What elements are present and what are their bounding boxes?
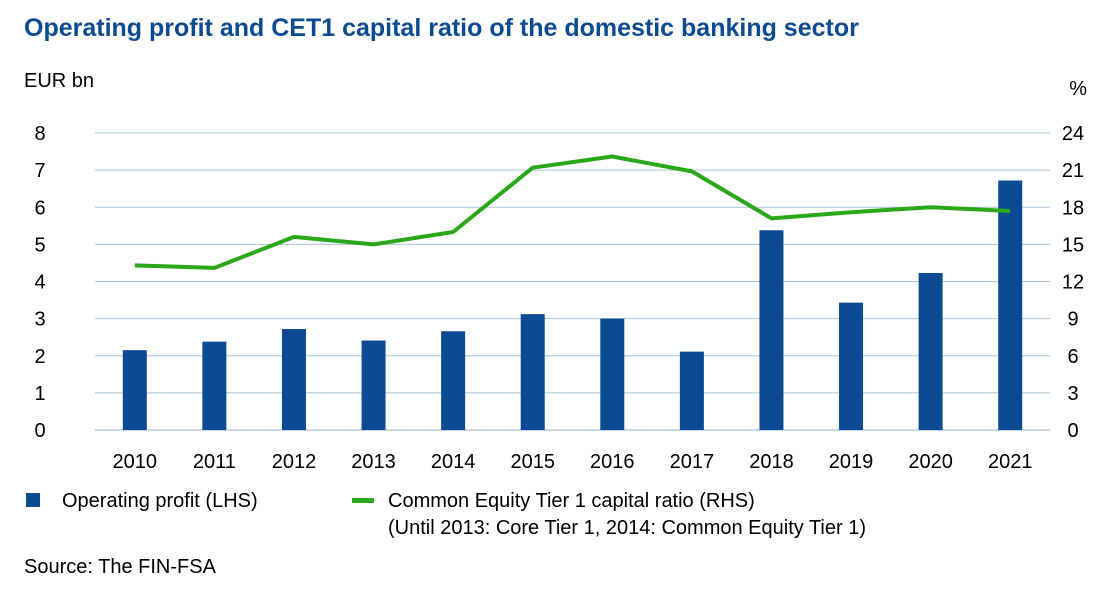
right-tick-label: 3 xyxy=(1067,383,1078,405)
line-series xyxy=(134,154,1011,270)
right-tick-label: 18 xyxy=(1062,197,1084,219)
x-tick-label: 2018 xyxy=(749,451,794,473)
bar xyxy=(839,302,864,430)
bar xyxy=(918,272,943,430)
left-tick-label: 8 xyxy=(34,123,45,145)
series-line xyxy=(134,154,1011,270)
left-tick-label: 1 xyxy=(34,383,45,405)
x-tick-label: 2013 xyxy=(351,451,396,473)
legend-item-operating-profit: Operating profit (LHS) xyxy=(26,488,258,515)
x-tick-label: 2020 xyxy=(908,451,953,473)
left-axis-unit: EUR bn xyxy=(24,70,95,92)
bar xyxy=(361,340,386,430)
x-tick-label: 2010 xyxy=(113,451,158,473)
x-tick-label: 2019 xyxy=(829,451,874,473)
chart-title: Operating profit and CET1 capital ratio … xyxy=(24,14,859,42)
bar xyxy=(600,318,625,430)
left-tick-label: 2 xyxy=(34,346,45,368)
right-tick-label: 0 xyxy=(1067,420,1078,442)
legend-label-cet1-ratio: Common Equity Tier 1 capital ratio (RHS) xyxy=(388,490,755,512)
x-tick-label: 2011 xyxy=(193,451,236,473)
x-axis-ticks: 2010 2011 2012 2013 2014 2015 2016 2017 2018 2019… xyxy=(113,451,1033,473)
bar-series xyxy=(122,180,1023,430)
left-tick-label: 5 xyxy=(34,234,45,256)
left-tick-label: 6 xyxy=(34,197,45,219)
legend-line-swatch xyxy=(352,498,374,503)
bar xyxy=(998,180,1023,430)
right-axis-unit: % xyxy=(1069,78,1087,100)
bar xyxy=(759,230,784,430)
x-tick-label: 2021 xyxy=(988,451,1033,473)
bar xyxy=(122,350,147,430)
legend-label-cet1-note: (Until 2013: Core Tier 1, 2014: Common E… xyxy=(388,517,866,539)
right-tick-label: 15 xyxy=(1062,234,1084,256)
right-axis-ticks: 0 3 6 9 12 15 18 21 24 xyxy=(1062,123,1084,442)
legend-bar-swatch xyxy=(26,493,40,507)
bar xyxy=(520,314,545,430)
gridlines xyxy=(95,132,1050,431)
right-tick-label: 9 xyxy=(1067,309,1078,331)
x-tick-label: 2017 xyxy=(670,451,715,473)
legend-item-cet1-ratio: Common Equity Tier 1 capital ratio (RHS)… xyxy=(352,488,866,542)
right-tick-label: 21 xyxy=(1062,160,1084,182)
left-tick-label: 3 xyxy=(34,309,45,331)
left-tick-label: 7 xyxy=(34,160,45,182)
left-axis-ticks: 0 1 2 3 4 5 6 7 8 xyxy=(34,123,45,442)
left-tick-label: 0 xyxy=(34,420,45,442)
right-tick-label: 6 xyxy=(1067,346,1078,368)
x-tick-label: 2012 xyxy=(272,451,317,473)
legend-label-operating-profit: Operating profit (LHS) xyxy=(62,490,258,512)
source-note: Source: The FIN-FSA xyxy=(24,556,216,578)
x-tick-label: 2015 xyxy=(510,451,555,473)
x-tick-label: 2016 xyxy=(590,451,635,473)
bar xyxy=(202,341,227,430)
bar xyxy=(281,329,306,430)
bar xyxy=(441,331,466,430)
right-tick-label: 24 xyxy=(1062,123,1084,145)
x-tick-label: 2014 xyxy=(431,451,476,473)
left-tick-label: 4 xyxy=(34,272,45,294)
right-tick-label: 12 xyxy=(1062,272,1084,294)
bar xyxy=(679,351,704,430)
